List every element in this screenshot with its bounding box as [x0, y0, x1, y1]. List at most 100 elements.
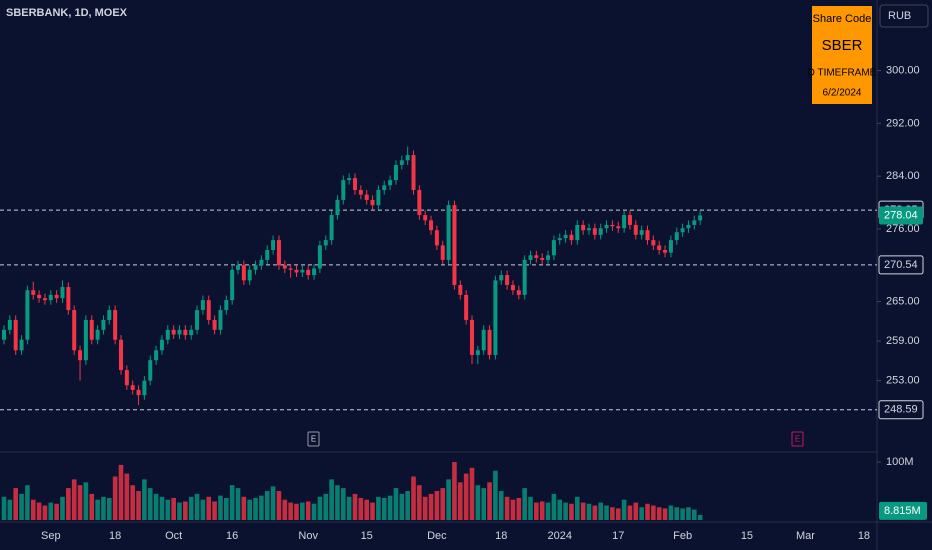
- event-marker[interactable]: [791, 431, 804, 447]
- candle-body: [440, 245, 445, 260]
- volume-bar: [692, 509, 697, 520]
- volume-bar: [183, 501, 188, 520]
- volume-bar: [89, 493, 95, 520]
- candle-body: [189, 329, 194, 336]
- volume-bar: [399, 493, 405, 520]
- candle-body: [592, 228, 597, 235]
- volume-bar: [651, 505, 656, 520]
- candle-body: [423, 215, 428, 221]
- candle-body: [83, 319, 88, 361]
- volume-bar: [188, 496, 194, 520]
- candle-body: [434, 230, 439, 246]
- candle-body: [60, 286, 65, 299]
- volume-bar: [95, 499, 100, 520]
- volume-bar: [352, 493, 358, 520]
- candle-body: [200, 300, 205, 311]
- volume-bar: [697, 514, 703, 520]
- candle-body: [253, 265, 258, 270]
- volume-bar: [1, 496, 7, 520]
- volume-bar: [346, 496, 352, 520]
- volume-bar: [393, 488, 399, 520]
- volume-bar: [335, 485, 340, 520]
- volume-bar: [259, 495, 264, 520]
- volume-bar: [247, 499, 252, 520]
- volume-bar: [107, 497, 112, 520]
- volume-bar: [370, 502, 375, 520]
- candle-body: [212, 319, 217, 330]
- volume-bar: [142, 479, 147, 520]
- candle-body: [323, 240, 328, 246]
- volume-bar: [645, 503, 650, 520]
- candle-body: [376, 189, 381, 206]
- x-tick-label: Dec: [427, 530, 447, 542]
- info-box: Share Code SBER D TIMEFRAME 6/2/2024: [808, 6, 877, 104]
- candle-body: [452, 205, 457, 285]
- candle-body: [698, 215, 703, 221]
- candle-body: [300, 269, 305, 273]
- candle-body: [72, 310, 77, 351]
- x-tick-label: 16: [226, 530, 238, 542]
- candle-body: [411, 155, 416, 190]
- volume-bar: [686, 507, 691, 520]
- volume-bar: [387, 495, 393, 520]
- volume-bar: [610, 507, 615, 520]
- volume-bar: [48, 502, 54, 520]
- volume-bar: [165, 499, 171, 520]
- volume-bar: [627, 505, 633, 520]
- volume-bar: [171, 497, 176, 520]
- event-marker[interactable]: [307, 431, 320, 447]
- candle-body: [159, 339, 164, 351]
- candle-body: [113, 310, 118, 340]
- volume-bar: [282, 499, 288, 520]
- volume-bar: [405, 491, 410, 520]
- candle-body: [522, 259, 527, 295]
- volume-bar: [458, 482, 463, 520]
- candle-body: [405, 155, 410, 161]
- volume-bar: [381, 497, 387, 520]
- event-label[interactable]: E: [795, 435, 800, 444]
- candle-body: [276, 240, 281, 266]
- volume-bar: [130, 485, 135, 520]
- candle-body: [534, 255, 539, 258]
- volume-bar: [545, 502, 551, 520]
- x-tick-label: 15: [361, 530, 373, 542]
- candle-body: [107, 310, 112, 320]
- volume-bar: [469, 467, 475, 520]
- candle-body: [627, 215, 632, 225]
- volume-bar: [101, 496, 106, 520]
- candle-body: [171, 329, 176, 335]
- volume-bar: [417, 485, 422, 520]
- volume-bar: [621, 499, 627, 520]
- currency-label[interactable]: RUB: [888, 10, 911, 22]
- volume-bar: [475, 485, 481, 520]
- volume-bar: [311, 503, 317, 520]
- candle-body: [505, 275, 510, 285]
- candle-body: [25, 290, 30, 340]
- candle-body: [668, 240, 673, 253]
- candle-body: [31, 290, 36, 295]
- candle-body: [388, 180, 393, 186]
- volume-bar: [212, 501, 217, 520]
- volume-bar: [504, 496, 510, 520]
- candle-body: [551, 240, 556, 256]
- candle-body: [364, 194, 369, 200]
- candle-body: [680, 228, 685, 233]
- event-label[interactable]: E: [311, 435, 316, 444]
- volume-bar: [341, 488, 346, 520]
- volume-bar: [7, 499, 13, 520]
- candle-body: [288, 268, 293, 270]
- volume-bar: [452, 462, 457, 520]
- volume-bar: [253, 497, 258, 520]
- candle-body: [370, 199, 375, 206]
- candle-body: [142, 380, 147, 396]
- candle-body: [236, 265, 240, 270]
- candle-body: [622, 215, 627, 229]
- volume-bar: [487, 482, 492, 520]
- candle-body: [464, 294, 469, 320]
- candle-body: [136, 389, 141, 396]
- candle-body: [13, 319, 18, 351]
- currency-button[interactable]: [879, 4, 929, 28]
- candle-body: [306, 269, 311, 276]
- volume-bar: [30, 499, 36, 520]
- candle-body: [393, 164, 398, 181]
